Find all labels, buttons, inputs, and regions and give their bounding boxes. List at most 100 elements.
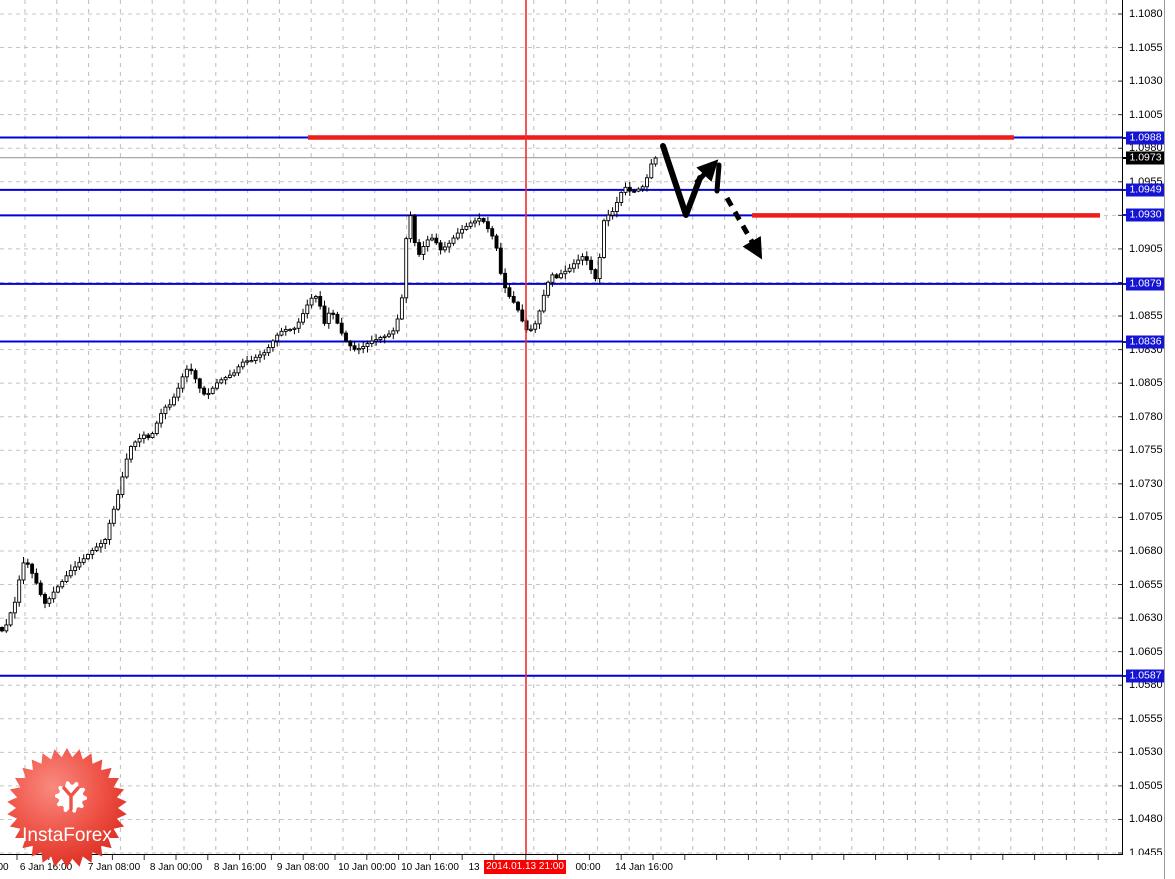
candle-body bbox=[356, 348, 361, 351]
candle-body bbox=[632, 190, 637, 193]
candle-body bbox=[90, 549, 95, 555]
time-axis[interactable]: 2014.01.13 21:00 00 6 Jan 16:00 7 Jan 08:0… bbox=[0, 855, 1175, 879]
candle-body bbox=[253, 356, 258, 362]
price-badge-stub bbox=[1123, 136, 1126, 139]
price-badge-stub bbox=[1123, 340, 1126, 343]
price-tick-label: 1.0905 bbox=[1129, 242, 1163, 255]
candle-body bbox=[73, 566, 78, 571]
candle-body bbox=[34, 572, 39, 584]
candle-body bbox=[602, 220, 606, 258]
candle-body bbox=[322, 305, 327, 324]
candle-body bbox=[606, 214, 611, 222]
time-tick-label: 14 Jan 16:00 bbox=[615, 862, 673, 873]
candle-body bbox=[614, 202, 619, 212]
candle-body bbox=[408, 215, 413, 240]
candle-body bbox=[279, 330, 284, 336]
candle-body bbox=[111, 508, 116, 524]
candle-body bbox=[176, 387, 181, 398]
candle-body bbox=[589, 259, 594, 271]
candle-body bbox=[438, 242, 443, 251]
candle-body bbox=[571, 263, 576, 269]
candle-body bbox=[477, 218, 482, 222]
candle-body bbox=[193, 370, 198, 380]
candle-body bbox=[318, 296, 323, 307]
drawn-zigzag-arrow[interactable] bbox=[660, 143, 703, 218]
line-price-badge: 1.0587 bbox=[1126, 669, 1165, 683]
candle-body bbox=[184, 368, 189, 378]
candle-body bbox=[270, 340, 275, 348]
candle-body bbox=[485, 221, 490, 230]
candle-body bbox=[219, 379, 224, 384]
candles bbox=[0, 156, 658, 633]
candle-body bbox=[593, 269, 598, 280]
time-tick-label: 13 bbox=[468, 862, 480, 873]
candle-body bbox=[223, 377, 228, 381]
candle-body bbox=[339, 322, 344, 334]
drawn-dashed-projection-arrow[interactable] bbox=[724, 196, 763, 260]
candle-body bbox=[528, 328, 533, 331]
candle-body bbox=[417, 242, 422, 255]
candle-body bbox=[47, 598, 52, 604]
price-badge-stub bbox=[1123, 282, 1126, 285]
candle-body bbox=[520, 309, 525, 322]
candle-body bbox=[137, 438, 142, 443]
right-edge-divider bbox=[1164, 0, 1165, 879]
drawn-up-arrow[interactable] bbox=[694, 159, 719, 185]
candle-body bbox=[326, 312, 331, 324]
price-chart-plot[interactable] bbox=[0, 0, 1123, 855]
candle-body bbox=[120, 476, 125, 495]
price-badge-stub bbox=[1123, 214, 1126, 217]
candle-body bbox=[266, 347, 271, 354]
time-tick-label: 00:00 bbox=[575, 862, 601, 873]
candle-body bbox=[361, 346, 366, 350]
candle-body bbox=[146, 434, 151, 439]
price-axis[interactable]: 1.1080 1.1055 1.1030 1.1005 1.0980 1.0955 1.09… bbox=[1123, 0, 1175, 859]
drawn-down-stroke[interactable] bbox=[714, 162, 722, 194]
candle-body bbox=[305, 304, 310, 315]
candle-body bbox=[4, 624, 9, 632]
candle-body bbox=[653, 157, 658, 165]
candle-body bbox=[258, 354, 262, 358]
price-tick-label: 1.1030 bbox=[1129, 75, 1163, 88]
line-price-badge: 1.0930 bbox=[1126, 208, 1165, 222]
price-tick-label: 1.0655 bbox=[1129, 578, 1163, 591]
candle-body bbox=[576, 259, 581, 265]
candle-body bbox=[124, 458, 129, 478]
price-tick-label: 1.1005 bbox=[1129, 108, 1163, 121]
time-tick-label: 7 Jan 08:00 bbox=[87, 862, 141, 873]
candle-body bbox=[159, 413, 164, 424]
candle-body bbox=[262, 352, 267, 356]
candle-body bbox=[597, 256, 602, 280]
price-tick-label: 1.0680 bbox=[1129, 544, 1163, 557]
candle-body bbox=[348, 340, 353, 347]
price-tick-label: 1.0480 bbox=[1129, 813, 1163, 826]
candle-body bbox=[533, 323, 538, 330]
candle-body bbox=[464, 225, 469, 230]
candle-body bbox=[404, 238, 409, 299]
candle-body bbox=[64, 575, 69, 583]
price-badge-stub bbox=[1123, 188, 1126, 191]
price-tick-label: 1.0605 bbox=[1129, 645, 1163, 658]
price-tick-label: 1.0805 bbox=[1129, 377, 1163, 390]
candle-body bbox=[468, 222, 473, 227]
candle-body bbox=[38, 582, 43, 595]
candle-body bbox=[331, 312, 336, 315]
time-tick-label: 6 Jan 16:00 bbox=[19, 862, 73, 873]
time-tick-marks bbox=[16, 855, 1099, 860]
candle-body bbox=[55, 586, 60, 593]
candle-body bbox=[451, 237, 456, 244]
candle-body bbox=[584, 256, 589, 261]
candle-body bbox=[60, 581, 65, 588]
candle-body bbox=[567, 267, 572, 272]
candle-body bbox=[649, 163, 654, 179]
candle-body bbox=[430, 237, 434, 241]
candle-body bbox=[498, 247, 503, 274]
candle-body bbox=[163, 406, 168, 415]
candle-body bbox=[447, 242, 452, 248]
price-tick-label: 1.0755 bbox=[1129, 444, 1163, 457]
candle-body bbox=[43, 594, 47, 604]
gear-y-cutout bbox=[62, 786, 80, 811]
candle-body bbox=[17, 579, 22, 603]
candle-body bbox=[550, 274, 555, 283]
candle-body bbox=[425, 239, 430, 247]
